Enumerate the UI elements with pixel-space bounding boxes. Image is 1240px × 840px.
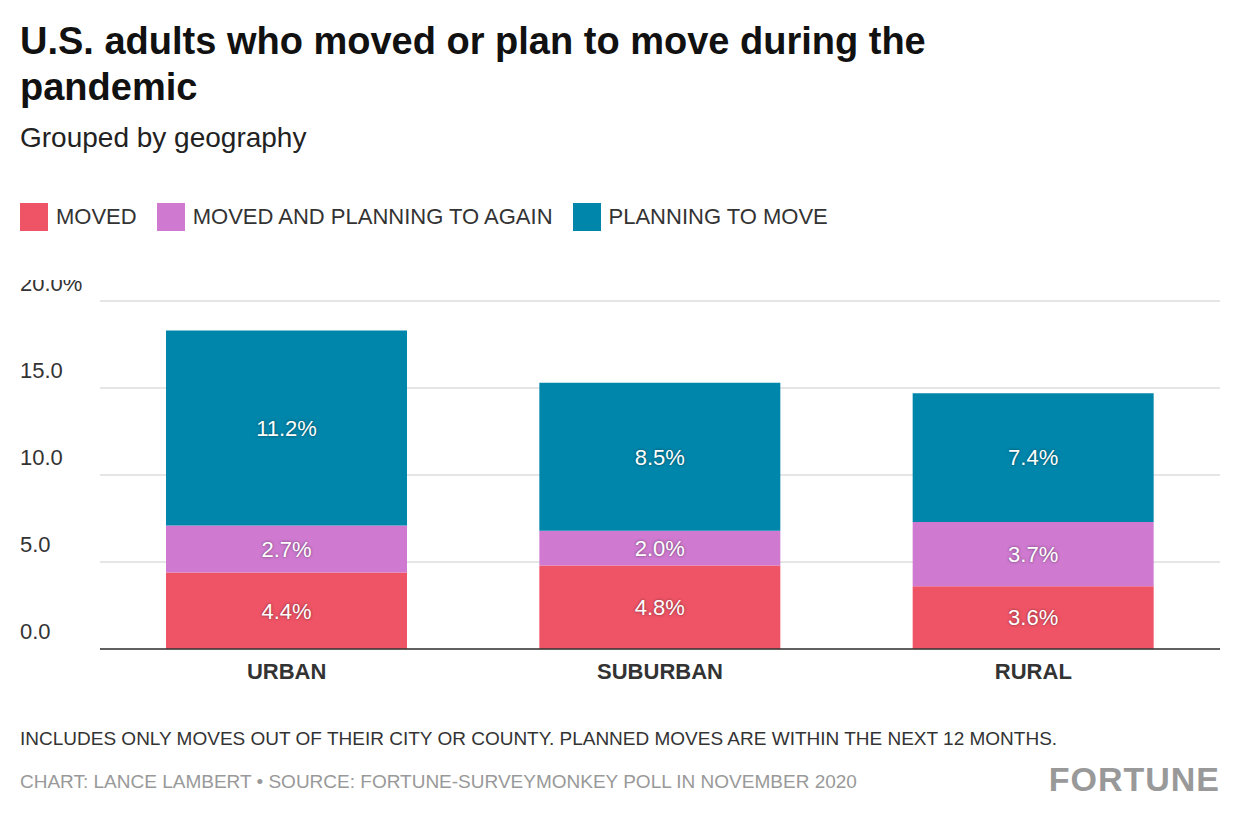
svg-text:3.6%: 3.6% — [1008, 605, 1058, 630]
svg-text:4.8%: 4.8% — [635, 595, 685, 620]
svg-text:20.0%: 20.0% — [20, 280, 82, 296]
html-text:MOVED AND PLANNING TO AGAIN: MOVED AND PLANNING TO AGAIN — [192, 204, 553, 229]
html-text:INCLUDES ONLY MOVES OUT OF THE: INCLUDES ONLY MOVES OUT OF THEIR CITY OR… — [20, 728, 1058, 749]
svg-text:2.7%: 2.7% — [261, 537, 311, 562]
svg-text:4.4%: 4.4% — [261, 599, 311, 624]
svg-text:2.0%: 2.0% — [635, 536, 685, 561]
html-text:FORTUNE: FORTUNE — [1048, 760, 1220, 798]
svg-text:RURAL: RURAL — [995, 659, 1072, 684]
svg-text:SUBURBAN: SUBURBAN — [597, 659, 723, 684]
html-text:U.S. adults who moved or plan: U.S. adults who moved or plan to move du… — [20, 20, 926, 108]
html-text:CHART: LANCE LAMBERT • SOURCE:: CHART: LANCE LAMBERT • SOURCE: FORTUNE-S… — [20, 771, 857, 792]
svg-text:7.4%: 7.4% — [1008, 445, 1058, 470]
html-text:MOVED: MOVED — [56, 204, 137, 229]
html-text:PLANNING TO MOVE: PLANNING TO MOVE — [608, 204, 828, 229]
html-text:Grouped by geography: Grouped by geography — [20, 122, 307, 153]
svg-text:11.2%: 11.2% — [256, 416, 317, 441]
svg-text:3.7%: 3.7% — [1008, 542, 1058, 567]
svg-text:URBAN: URBAN — [247, 659, 326, 684]
svg-text:15.0: 15.0 — [20, 358, 63, 383]
svg-text:8.5%: 8.5% — [635, 445, 685, 470]
svg-text:5.0: 5.0 — [20, 532, 51, 557]
svg-text:0.0: 0.0 — [20, 619, 51, 644]
svg-text:10.0: 10.0 — [20, 445, 63, 470]
